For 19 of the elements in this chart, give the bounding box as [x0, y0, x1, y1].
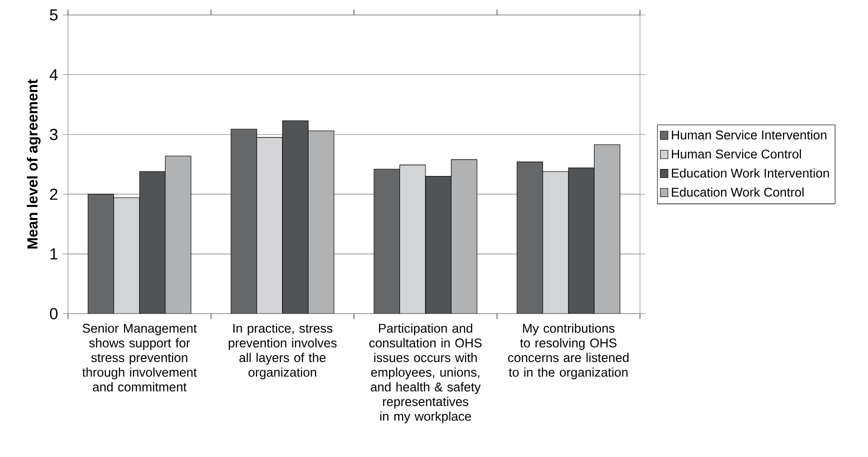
bar [114, 198, 140, 314]
legend-label: Education Work Intervention [672, 168, 829, 178]
bar [256, 137, 283, 314]
bar [399, 164, 426, 314]
x-tick-label: My contributions to resolving OHS concerns are listened to in the organization [508, 323, 629, 380]
y-tick-label: 2 [50, 188, 58, 200]
y-tick-label: 1 [50, 248, 58, 260]
x-tick-label: Senior Management shows support for stress prevention through involvement and commitment [82, 323, 197, 392]
y-tick-label: 0 [50, 308, 58, 320]
x-tick-label: Participation and consultation in OHS issues occurs with employees, unions, and health & safety representatives in my workplace [369, 323, 482, 424]
y-tick-label: 5 [50, 9, 58, 21]
legend-label: Human Service Control [672, 149, 801, 159]
y-tick-label: 4 [50, 69, 58, 80]
bar [542, 171, 569, 314]
y-axis-title: Mean level of agreement [26, 79, 41, 249]
y-tick-label: 3 [50, 128, 58, 140]
legend-label: Human Service Intervention [672, 130, 826, 140]
x-tick-label: In practice, stress prevention involves all layers of the organization [228, 323, 337, 380]
legend-label: Education Work Control [672, 187, 804, 197]
